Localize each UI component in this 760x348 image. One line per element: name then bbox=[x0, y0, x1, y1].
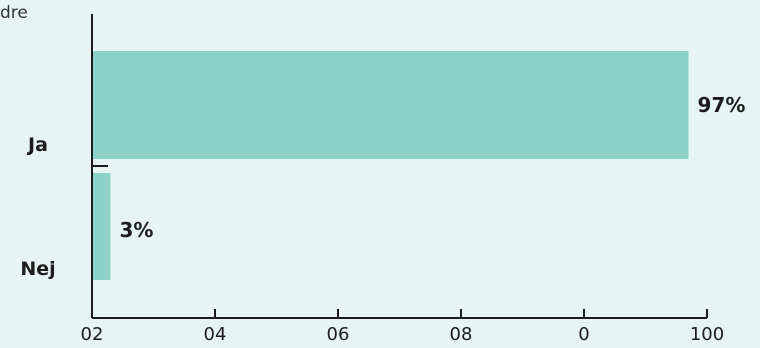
x-tick-label: 08 bbox=[450, 324, 473, 343]
partial-top-label: dre bbox=[0, 3, 28, 23]
x-tick-label: 02 bbox=[81, 324, 104, 343]
category-label-nej: Nej bbox=[20, 258, 55, 280]
x-tick-label: 06 bbox=[327, 324, 350, 343]
category-label-ja: Ja bbox=[26, 134, 48, 156]
x-tick-label: 0 bbox=[578, 324, 589, 343]
labels-layer: 02 04 06 08 0 100 Ja Nej 97% 3% bbox=[20, 93, 746, 345]
x-tick-label: 04 bbox=[204, 324, 227, 343]
bars-layer bbox=[92, 51, 689, 280]
bar-ja bbox=[92, 51, 689, 159]
value-label-nej: 3% bbox=[119, 218, 153, 242]
x-tick-label: 100 bbox=[690, 324, 724, 343]
axes-layer bbox=[91, 14, 708, 319]
value-label-ja: 97% bbox=[698, 93, 746, 117]
bar-nej bbox=[92, 173, 111, 280]
